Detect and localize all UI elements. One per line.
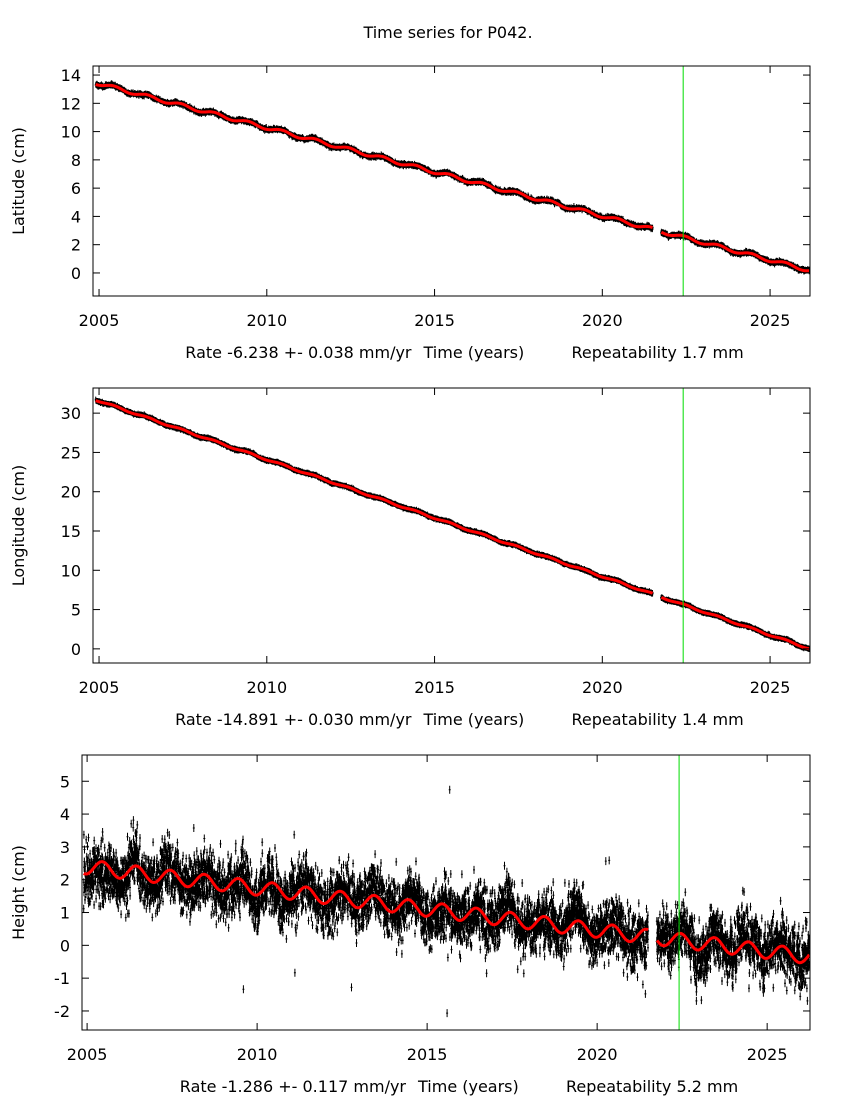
rate-label: Rate -14.891 +- 0.030 mm/yr (175, 710, 412, 729)
x-tick-label: 2005 (79, 311, 120, 330)
y-tick-label: 4 (71, 207, 81, 226)
repeatability-label: Repeatability 1.4 mm (572, 710, 744, 729)
y-tick-label: 1 (60, 904, 70, 923)
x-tick-label: 2010 (246, 678, 287, 697)
x-tick-label: 2025 (750, 678, 791, 697)
fit-line (95, 83, 809, 273)
y-tick-label: 20 (61, 483, 81, 502)
y-axis-label: Longitude (cm) (9, 465, 28, 587)
y-tick-label: 25 (61, 443, 81, 462)
y-tick-label: 3 (60, 838, 70, 857)
x-tick-label: 2015 (407, 1045, 448, 1064)
panel-1: 2005 2010 2015 2020 2025 0 2 4 6 8 10 12 14 Latitude … (9, 65, 811, 362)
y-tick-label: 2 (71, 236, 81, 255)
plot-frame (81, 754, 811, 1031)
repeatability-label: Repeatability 1.7 mm (572, 343, 744, 362)
x-tick-label: 2015 (414, 678, 455, 697)
y-tick-label: 10 (61, 123, 81, 142)
repeatability-label: Repeatability 5.2 mm (566, 1077, 738, 1096)
x-tick-label: 2020 (577, 1045, 618, 1064)
y-tick-label: 5 (60, 772, 70, 791)
x-tick-label: 2005 (79, 678, 120, 697)
y-tick-label: 2 (60, 871, 70, 890)
x-tick-label: 2010 (237, 1045, 278, 1064)
fit-line (82, 860, 811, 965)
figure-title: Time series for P042. (362, 23, 532, 42)
rate-label: Rate -1.286 +- 0.117 mm/yr (180, 1077, 407, 1096)
y-tick-label: 15 (61, 522, 81, 541)
y-tick-label: 4 (60, 805, 70, 824)
rate-label: Rate -6.238 +- 0.038 mm/yr (185, 343, 412, 362)
panel-3: 2005 2010 2015 2020 2025 -2 -1 0 1 2 3 4 5 Height (cm… (9, 754, 811, 1096)
y-tick-label: 8 (71, 151, 81, 170)
x-axis-label: Time (years) (423, 710, 525, 729)
y-axis-label: Height (cm) (9, 845, 28, 940)
x-tick-label: 2025 (750, 311, 791, 330)
plot-frame (92, 387, 811, 664)
y-tick-label: 0 (71, 264, 81, 283)
y-tick-label: 14 (61, 66, 81, 85)
y-tick-label: 30 (61, 404, 81, 423)
x-axis-label: Time (years) (417, 1077, 519, 1096)
y-tick-label: 0 (71, 640, 81, 659)
y-tick-label: 10 (61, 561, 81, 580)
x-tick-label: 2025 (747, 1045, 788, 1064)
y-axis-label: Latitude (cm) (9, 127, 28, 235)
y-tick-label: 6 (71, 179, 81, 198)
panel-2: 2005 2010 2015 2020 2025051015202530Longitud… (9, 387, 811, 729)
y-tick-label: -2 (54, 1002, 70, 1021)
x-tick-label: 2020 (582, 311, 623, 330)
y-tick-label: -1 (54, 969, 70, 988)
y-tick-label: 0 (60, 936, 70, 955)
plot-frame (92, 65, 811, 297)
x-tick-label: 2005 (67, 1045, 108, 1064)
y-tick-label: 12 (61, 94, 81, 113)
fit-line (95, 399, 810, 651)
x-tick-label: 2010 (246, 311, 287, 330)
x-tick-label: 2015 (414, 311, 455, 330)
x-tick-label: 2020 (582, 678, 623, 697)
x-axis-label: Time (years) (423, 343, 525, 362)
y-tick-label: 5 (71, 601, 81, 620)
data-points (82, 785, 811, 1018)
